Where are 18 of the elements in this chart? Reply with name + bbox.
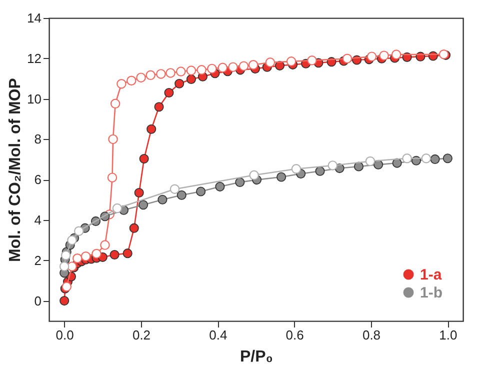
x-tick-label: 1.0: [439, 328, 458, 342]
x-tick-label: 0.4: [209, 328, 228, 342]
y-tick-label: 12: [27, 50, 42, 66]
y-tick-label: 2: [34, 252, 42, 268]
y-tick-label: 6: [34, 172, 42, 188]
x-tick-label: 0.2: [132, 328, 151, 342]
y-tick-label: 4: [34, 212, 42, 228]
y-axis-title: Mol. of CO₂/Mol. of MOP: [7, 78, 24, 262]
x-axis-title: P/P₀: [240, 348, 273, 366]
x-tick-label: 0.0: [56, 328, 74, 342]
y-tick-label: 14: [27, 10, 42, 26]
legend-label: 1-a: [420, 266, 442, 284]
y-tick-label: 0: [34, 293, 42, 308]
x-tick-label: 0.6: [286, 328, 304, 342]
y-tick-label: 8: [34, 132, 42, 147]
y-tick-label: 10: [27, 91, 42, 106]
x-tick-label: 0.8: [362, 328, 381, 342]
legend-label: 1-b: [420, 284, 442, 302]
